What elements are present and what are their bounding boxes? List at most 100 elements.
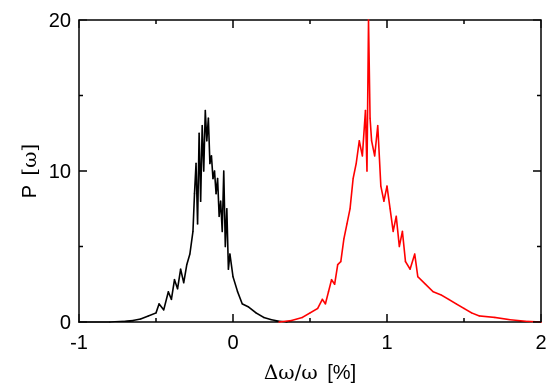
series-2-point <box>424 283 427 286</box>
series-2-point <box>417 275 419 278</box>
series-1-point <box>222 170 225 172</box>
series-layer <box>78 19 542 323</box>
series-1-point <box>155 312 157 314</box>
series-2-point <box>392 230 394 233</box>
series-1-point <box>224 245 227 248</box>
series-2-point <box>301 316 304 319</box>
series-2-point <box>432 291 435 293</box>
plot-frame <box>78 19 542 323</box>
y-axis-title: P [ω] <box>17 144 41 198</box>
series-1-point <box>158 303 160 305</box>
series-2-point <box>324 303 327 305</box>
series-2-point <box>364 109 367 112</box>
x-axis-symbol: Δω/ω <box>264 360 318 384</box>
series-1-point <box>221 230 224 233</box>
series-2-point <box>470 312 473 314</box>
series-2-point <box>330 278 333 281</box>
series-2-point <box>346 223 348 225</box>
series-2-point <box>336 263 339 266</box>
series-2-point <box>343 238 345 240</box>
series-2-line <box>278 19 542 323</box>
series-1-point <box>139 318 142 320</box>
x-tick-label: 1 <box>381 332 392 354</box>
series-2-point <box>321 298 324 301</box>
series-2-point <box>380 185 382 187</box>
series-2-point <box>367 19 370 21</box>
series-2-point <box>386 185 388 187</box>
series-1-point <box>196 223 199 225</box>
series-1-point <box>209 162 211 165</box>
series-1-point <box>182 281 185 284</box>
series-2-point <box>455 303 458 305</box>
series-1-point <box>226 207 228 210</box>
series-1-point <box>229 253 231 255</box>
series-2-point <box>478 315 481 317</box>
series-1-point <box>263 316 265 319</box>
series-1-point <box>195 162 197 165</box>
y-tick-label: 10 <box>49 161 71 183</box>
series-2-point <box>369 117 371 119</box>
x-tick-label: 2 <box>535 332 546 354</box>
series-1-point <box>255 312 257 314</box>
series-2-point <box>361 155 364 157</box>
series-2-point <box>327 291 330 293</box>
series-2-point <box>413 253 416 255</box>
series-2-point <box>366 170 368 172</box>
series-2-point <box>401 230 404 233</box>
y-tick-label: 0 <box>60 312 71 334</box>
series-1-point <box>232 275 234 278</box>
series-1-point <box>227 268 230 270</box>
series-1-point <box>173 278 176 281</box>
series-1-point <box>176 287 179 290</box>
y-axis-prefix: P <box>19 185 41 198</box>
series-1-point <box>218 215 220 218</box>
series-1-point <box>219 200 222 202</box>
series-2-point <box>376 124 379 127</box>
y-tick-label: 20 <box>49 10 71 32</box>
series-2-point <box>309 312 311 314</box>
series-2-point <box>447 298 450 301</box>
x-axis-title: Δω/ω [%] <box>264 360 356 384</box>
series-1-point <box>162 309 165 311</box>
series-1-point <box>192 230 194 233</box>
series-1-point <box>204 109 207 112</box>
series-1-point <box>147 315 150 317</box>
series-1-point <box>170 298 173 301</box>
series-1-point <box>179 268 182 270</box>
series-2-point <box>333 283 336 286</box>
series-2-point <box>524 320 527 323</box>
series-1-point <box>212 177 214 180</box>
series-1-point <box>167 291 170 293</box>
series-2-point <box>494 316 496 319</box>
series-1-point <box>201 124 203 127</box>
series-1-point <box>210 155 213 157</box>
x-tick-label: 0 <box>227 332 238 354</box>
series-1-point <box>236 291 239 293</box>
series-1-point <box>216 177 219 180</box>
series-2-point <box>316 307 319 310</box>
x-tick-label: -1 <box>70 332 88 354</box>
series-2-point <box>352 177 354 180</box>
series-2-point <box>398 245 401 248</box>
series-2-point <box>373 155 376 157</box>
series-1-point <box>198 132 200 135</box>
series-1-point <box>124 320 126 323</box>
series-2-point <box>440 294 442 296</box>
series-1-point <box>270 318 273 321</box>
series-2-point <box>358 140 361 142</box>
series-2-point <box>340 260 342 263</box>
series-1-point <box>241 303 244 305</box>
series-1-point <box>186 263 188 266</box>
series-2-point <box>383 200 385 202</box>
series-2-point <box>290 319 293 322</box>
series-2-point <box>355 162 358 165</box>
series-1-point <box>199 200 202 202</box>
series-1-point <box>213 170 216 172</box>
series-1-point <box>215 192 217 195</box>
series-2-point <box>278 321 281 323</box>
series-1-line <box>78 109 288 323</box>
series-2-point <box>389 207 391 210</box>
series-1-point <box>193 192 196 195</box>
